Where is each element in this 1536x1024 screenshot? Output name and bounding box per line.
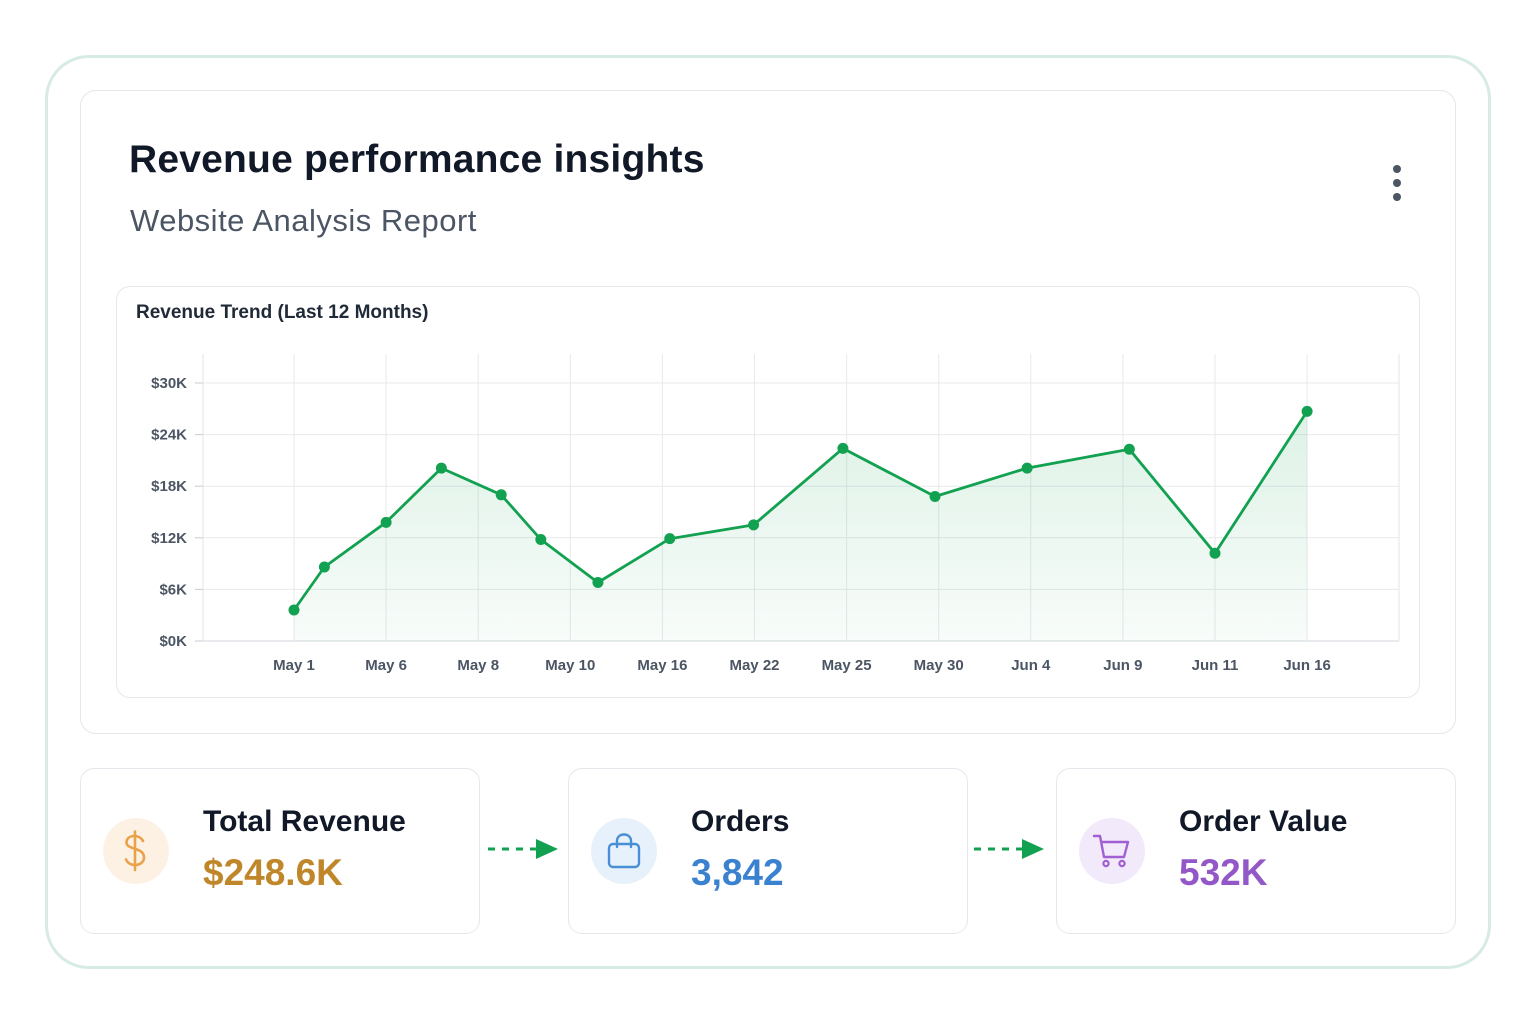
x-tick-label: May 10 bbox=[545, 657, 595, 674]
x-tick-label: Jun 9 bbox=[1103, 657, 1142, 674]
orders-label: Orders bbox=[691, 805, 790, 838]
more-options-button[interactable] bbox=[1382, 162, 1412, 204]
data-point[interactable] bbox=[318, 561, 330, 573]
page-title: Revenue performance insights bbox=[129, 138, 705, 181]
dollar-icon bbox=[103, 818, 169, 884]
shopping-bag-icon bbox=[591, 818, 657, 884]
x-tick-label: Jun 16 bbox=[1283, 657, 1331, 674]
shopping-cart-icon bbox=[1079, 818, 1145, 884]
orders-card: Orders 3,842 bbox=[568, 768, 968, 934]
y-tick-label: $30K bbox=[151, 375, 187, 392]
total-revenue-card: Total Revenue $248.6K bbox=[80, 768, 480, 934]
orders-value: 3,842 bbox=[691, 852, 784, 893]
data-point[interactable] bbox=[435, 462, 447, 474]
x-tick-label: Jun 4 bbox=[1011, 657, 1051, 674]
data-point[interactable] bbox=[929, 491, 941, 503]
x-tick-label: May 30 bbox=[914, 657, 964, 674]
y-tick-label: $0K bbox=[159, 633, 187, 650]
more-vertical-icon bbox=[1393, 165, 1401, 201]
page-subtitle: Website Analysis Report bbox=[130, 203, 477, 238]
x-tick-label: May 1 bbox=[273, 657, 315, 674]
order-value-card: Order Value 532K bbox=[1056, 768, 1456, 934]
arrow-right-icon bbox=[488, 839, 558, 859]
revenue-area bbox=[294, 411, 1308, 641]
data-point[interactable] bbox=[1123, 443, 1135, 455]
x-tick-label: May 6 bbox=[365, 657, 407, 674]
y-tick-label: $6K bbox=[159, 581, 187, 598]
data-point[interactable] bbox=[535, 534, 547, 546]
data-point[interactable] bbox=[380, 516, 392, 528]
y-tick-label: $24K bbox=[151, 427, 187, 444]
y-tick-label: $18K bbox=[151, 478, 187, 495]
data-point[interactable] bbox=[592, 577, 604, 589]
data-point[interactable] bbox=[1209, 547, 1221, 559]
data-point[interactable] bbox=[837, 442, 849, 454]
arrow-right-icon bbox=[974, 839, 1044, 859]
data-point[interactable] bbox=[1021, 462, 1033, 474]
x-tick-label: May 22 bbox=[729, 657, 779, 674]
x-tick-label: May 25 bbox=[822, 657, 872, 674]
x-tick-label: May 8 bbox=[457, 657, 499, 674]
order-value-value: 532K bbox=[1179, 852, 1268, 893]
total-revenue-value: $248.6K bbox=[203, 852, 343, 893]
data-point[interactable] bbox=[748, 519, 760, 531]
total-revenue-label: Total Revenue bbox=[203, 805, 406, 838]
chart-title: Revenue Trend (Last 12 Months) bbox=[136, 302, 429, 323]
y-tick-label: $12K bbox=[151, 530, 187, 547]
data-point[interactable] bbox=[664, 533, 676, 545]
x-tick-label: Jun 11 bbox=[1192, 657, 1239, 674]
data-point[interactable] bbox=[288, 604, 300, 616]
data-point[interactable] bbox=[495, 489, 507, 501]
x-tick-label: May 16 bbox=[637, 657, 687, 674]
order-value-label: Order Value bbox=[1179, 805, 1348, 838]
data-point[interactable] bbox=[1301, 405, 1313, 417]
